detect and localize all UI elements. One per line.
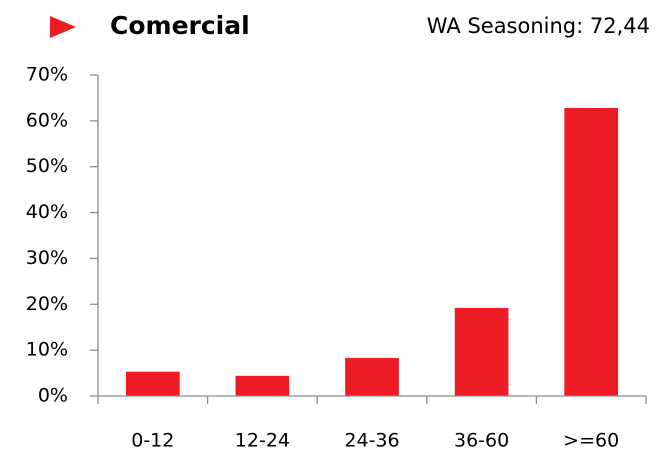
x-tick-label: 0-12 — [131, 430, 174, 451]
y-tick-label: 10% — [26, 339, 68, 361]
x-tick-label: 36-60 — [454, 430, 509, 451]
x-tick-label: 12-24 — [235, 430, 290, 451]
bar — [235, 375, 290, 396]
chart-title: Comercial — [110, 11, 250, 40]
bar — [564, 108, 619, 396]
bar — [125, 371, 180, 396]
bar — [345, 357, 399, 396]
x-tick-label: >=60 — [563, 430, 619, 451]
y-tick-label: 30% — [26, 247, 68, 269]
y-tick-label: 70% — [26, 64, 68, 86]
bar — [454, 307, 509, 396]
y-tick-label: 20% — [26, 293, 68, 315]
y-tick-label: 0% — [38, 385, 68, 407]
y-tick-label: 50% — [26, 155, 68, 177]
x-tick-label: 24-36 — [344, 430, 399, 451]
y-tick-label: 40% — [26, 201, 68, 223]
title-marker — [50, 16, 76, 38]
chart-subtitle: WA Seasoning: 72,44 — [427, 14, 650, 38]
y-tick-label: 60% — [26, 109, 68, 131]
